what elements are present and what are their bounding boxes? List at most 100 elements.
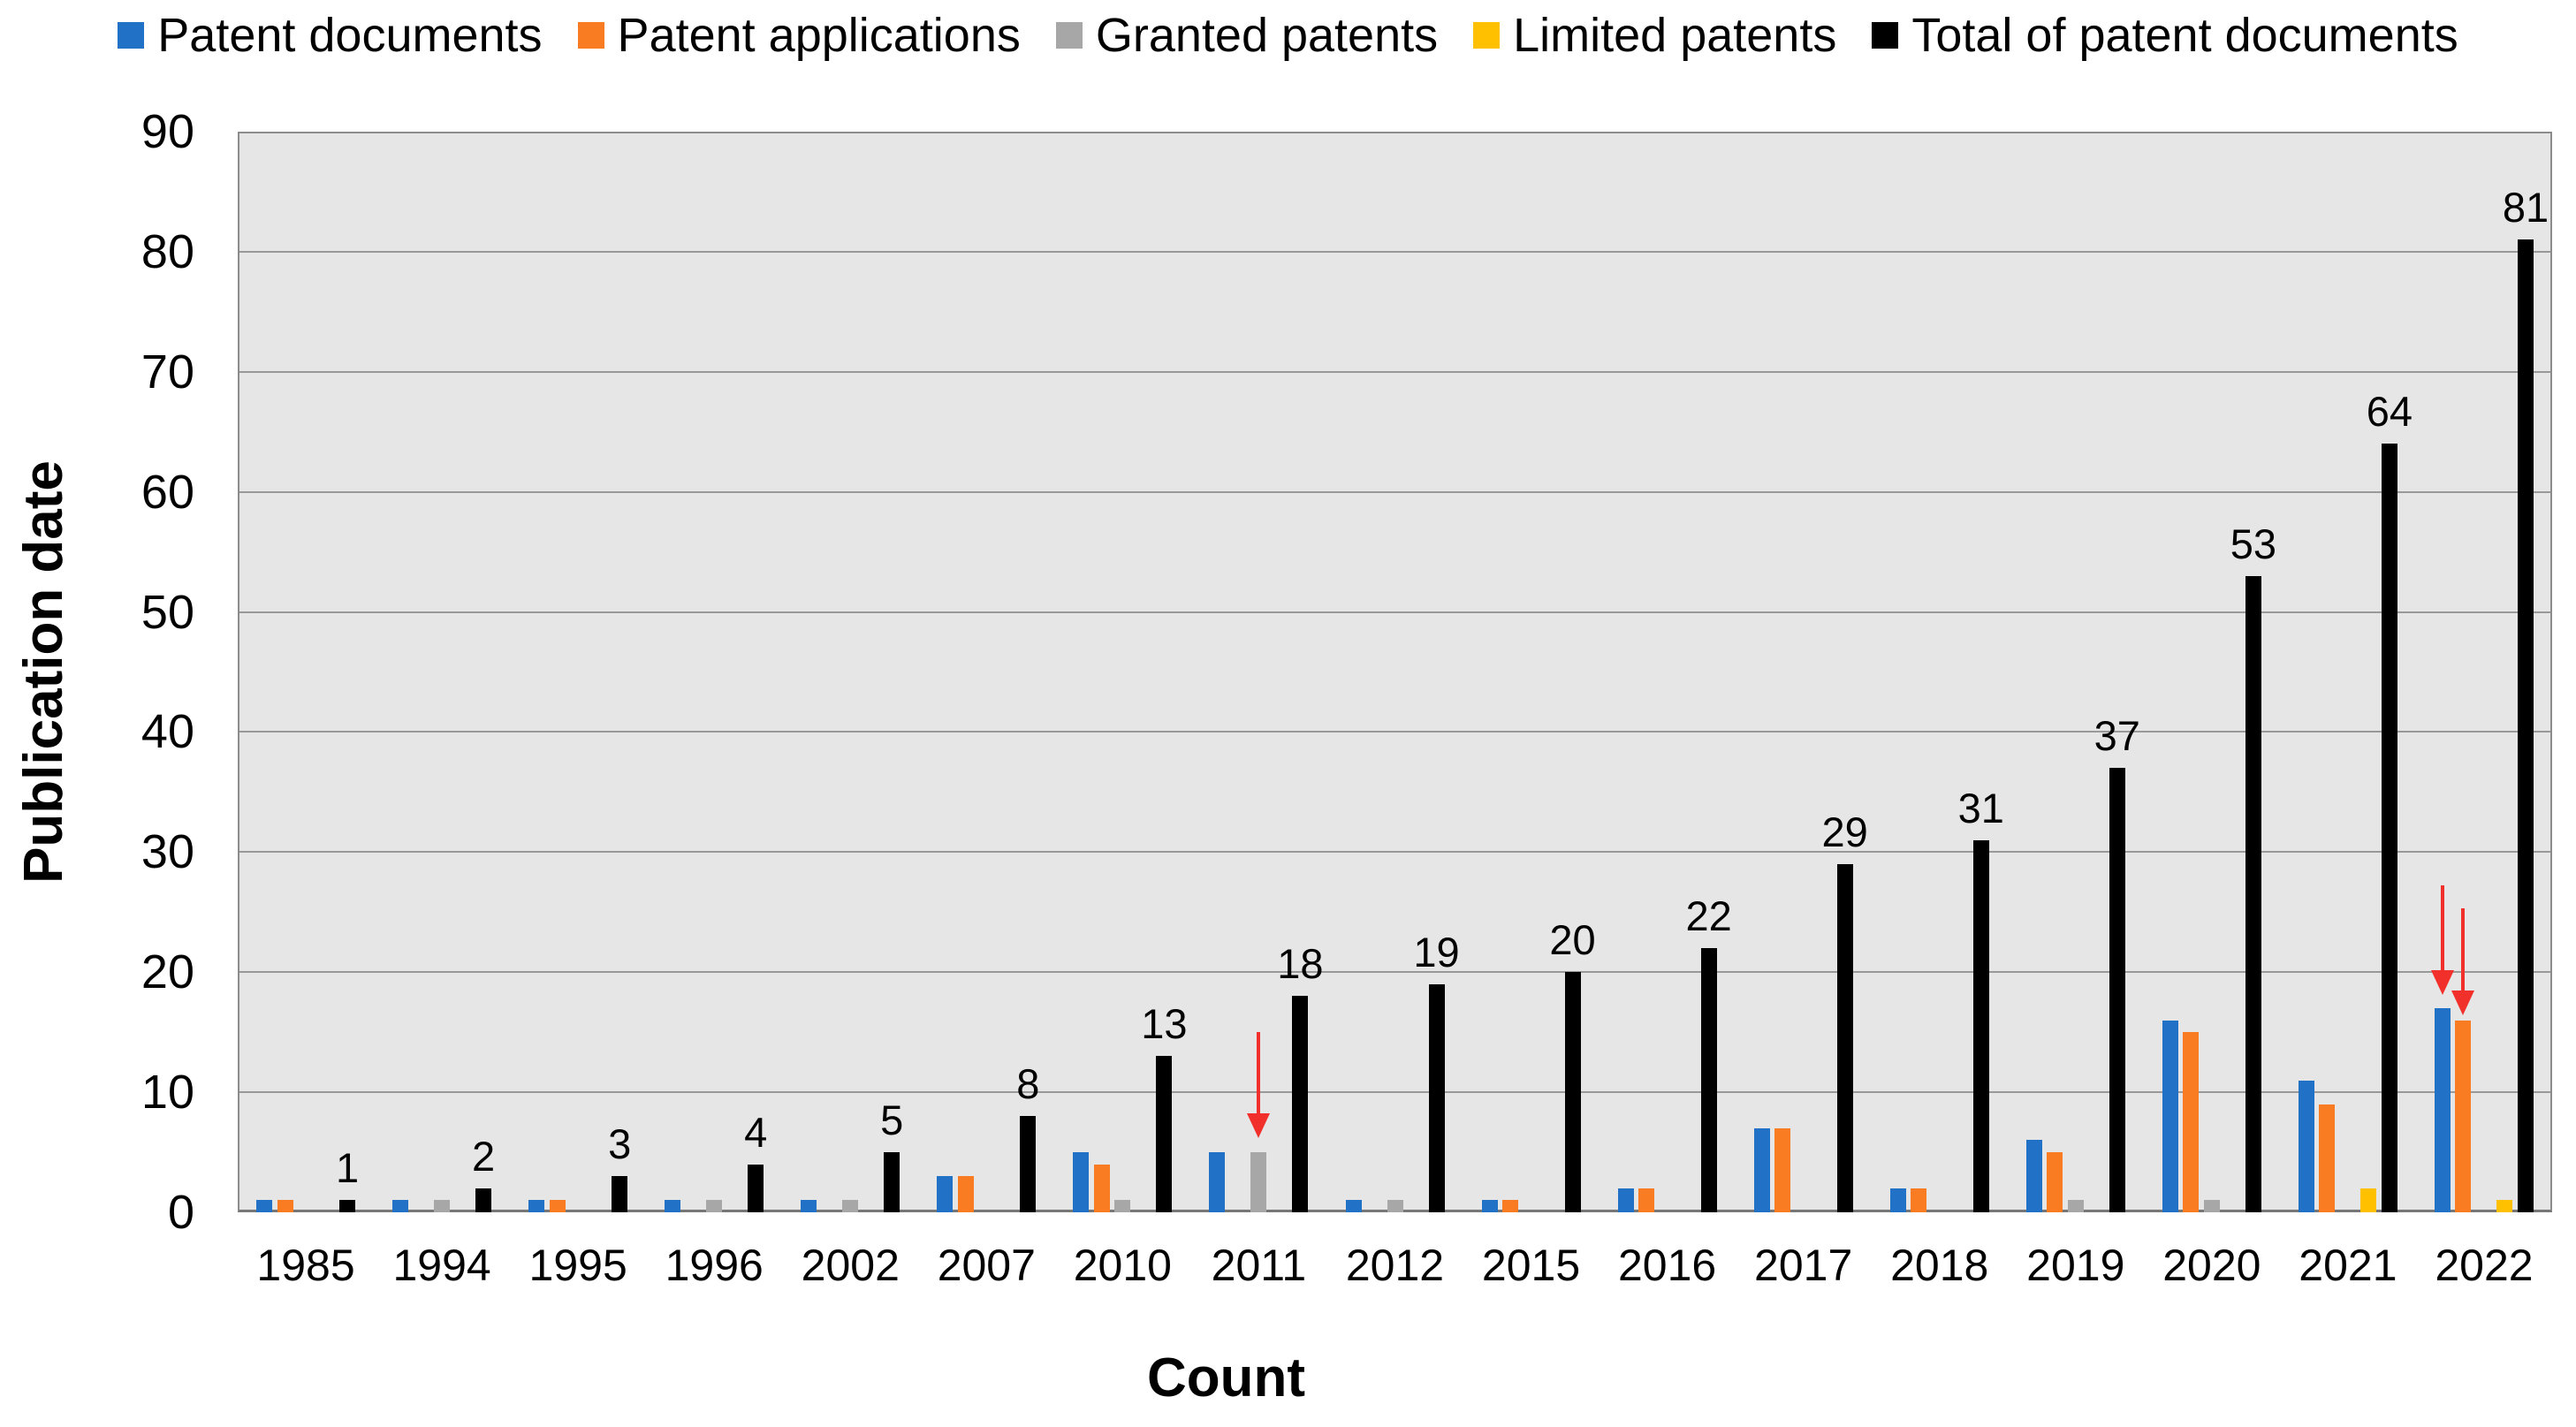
bar-total-of-patent-documents-2018 (1972, 839, 1989, 1212)
total-value-label-2011: 18 (1277, 940, 1324, 988)
total-value-label-2010: 13 (1141, 1000, 1188, 1048)
bar-granted-patents-2010 (1114, 1200, 1131, 1212)
x-tick-label-2020: 2020 (2162, 1241, 2261, 1290)
x-tick-label-1994: 1994 (392, 1241, 491, 1290)
x-tick-label-2018: 2018 (1890, 1241, 1989, 1290)
x-tick-label-1996: 1996 (665, 1241, 764, 1290)
legend-swatch-patent-documents-icon (118, 22, 145, 49)
bar-patent-applications-2017 (1774, 1127, 1791, 1212)
total-value-label-2022: 81 (2502, 184, 2549, 232)
legend-item-granted-patents: Granted patents (1055, 9, 1439, 62)
bar-patent-applications-2021 (2319, 1104, 2336, 1212)
y-tick-label-0: 0 (167, 1186, 194, 1239)
x-tick-label-2011: 2011 (1211, 1241, 1307, 1290)
x-tick-label-2019: 2019 (2026, 1241, 2125, 1290)
bar-patent-documents-2017 (1753, 1127, 1770, 1212)
legend-label-total-of-patent-documents: Total of patent documents (1911, 9, 2458, 62)
x-tick-label-1995: 1995 (528, 1241, 627, 1290)
x-tick-label-2015: 2015 (1481, 1241, 1581, 1290)
total-value-label-1985: 1 (335, 1144, 360, 1192)
bar-granted-patents-1996 (706, 1200, 723, 1212)
x-tick-label-2022: 2022 (2435, 1241, 2534, 1290)
bar-total-of-patent-documents-2010 (1156, 1056, 1173, 1212)
annotation-arrow-shaft-1 (1257, 1032, 1261, 1115)
bar-patent-applications-1995 (549, 1200, 566, 1212)
gridline-70 (239, 370, 2550, 373)
total-value-label-2018: 31 (1957, 784, 2004, 831)
bar-total-of-patent-documents-2022 (2517, 239, 2534, 1212)
legend-label-granted-patents: Granted patents (1095, 9, 1439, 62)
bar-patent-documents-2018 (1889, 1188, 1906, 1212)
gridline-30 (239, 851, 2550, 854)
bar-patent-documents-1995 (528, 1200, 545, 1212)
legend-swatch-granted-patents-icon (1055, 22, 1083, 49)
legend-swatch-patent-applications-icon (577, 22, 604, 49)
bar-granted-patents-1994 (434, 1200, 451, 1212)
bar-patent-documents-2019 (2025, 1140, 2042, 1212)
bar-patent-documents-2021 (2298, 1080, 2314, 1212)
bar-patent-documents-2015 (1481, 1200, 1498, 1212)
total-value-label-2017: 29 (1821, 808, 1868, 855)
x-tick-label-2017: 2017 (1754, 1241, 1853, 1290)
bar-total-of-patent-documents-2021 (2381, 444, 2397, 1212)
annotation-arrow-shaft-2 (2440, 885, 2444, 973)
bar-patent-applications-2016 (1638, 1188, 1655, 1212)
bar-granted-patents-2012 (1387, 1200, 1403, 1212)
x-tick-label-1985: 1985 (256, 1241, 355, 1290)
annotation-arrow-head-3-icon (2451, 991, 2475, 1016)
gridline-10 (239, 1091, 2550, 1094)
bar-patent-documents-1996 (665, 1200, 681, 1212)
x-tick-label-2010: 2010 (1073, 1241, 1172, 1290)
bar-patent-documents-2016 (1617, 1188, 1634, 1212)
legend-label-patent-documents: Patent documents (157, 9, 543, 62)
bar-patent-documents-1985 (256, 1200, 273, 1212)
total-value-label-2016: 22 (1685, 892, 1732, 940)
x-tick-label-2021: 2021 (2299, 1241, 2397, 1290)
bar-limited-patents-2021 (2360, 1188, 2377, 1212)
y-tick-label-70: 70 (141, 345, 194, 398)
x-tick-label-2007: 2007 (937, 1241, 1036, 1290)
y-tick-label-50: 50 (141, 585, 194, 639)
gridline-20 (239, 971, 2550, 974)
bar-total-of-patent-documents-2019 (2109, 768, 2125, 1212)
annotation-arrow-shaft-3 (2461, 908, 2466, 993)
bar-patent-applications-2015 (1502, 1200, 1519, 1212)
bar-patent-applications-2018 (1911, 1188, 1927, 1212)
x-axis-title: Count (1146, 1347, 1306, 1408)
bar-total-of-patent-documents-2002 (884, 1152, 900, 1212)
x-tick-label-2016: 2016 (1617, 1241, 1717, 1290)
bar-patent-documents-2007 (937, 1176, 954, 1212)
bar-patent-applications-2010 (1093, 1164, 1110, 1212)
y-tick-label-90: 90 (141, 105, 194, 158)
bar-granted-patents-2020 (2203, 1200, 2220, 1212)
bar-total-of-patent-documents-1996 (748, 1164, 764, 1212)
y-tick-label-60: 60 (141, 465, 194, 519)
bar-total-of-patent-documents-2011 (1292, 996, 1309, 1212)
y-tick-label-20: 20 (141, 945, 194, 999)
annotation-arrow-head-2-icon (2430, 970, 2454, 996)
gridline-50 (239, 611, 2550, 613)
bar-granted-patents-2011 (1250, 1152, 1267, 1212)
legend-item-total-of-patent-documents: Total of patent documents (1872, 11, 2458, 61)
legend-item-patent-applications: Patent applications (577, 11, 1021, 61)
total-value-label-1994: 2 (472, 1132, 496, 1180)
bar-patent-documents-2011 (1209, 1152, 1226, 1212)
total-value-label-2021: 64 (2366, 388, 2413, 436)
bar-patent-documents-2020 (2162, 1020, 2178, 1212)
total-value-label-2020: 53 (2230, 520, 2276, 567)
y-tick-label-80: 80 (141, 224, 194, 278)
y-tick-label-40: 40 (141, 705, 194, 759)
bar-patent-applications-2019 (2047, 1152, 2063, 1212)
bar-patent-documents-2022 (2434, 1007, 2451, 1212)
bar-total-of-patent-documents-1985 (339, 1200, 356, 1212)
annotation-arrow-head-1-icon (1247, 1112, 1271, 1138)
bar-patent-documents-2002 (801, 1200, 817, 1212)
x-tick-label-2002: 2002 (801, 1241, 900, 1290)
total-value-label-2019: 37 (2093, 712, 2140, 760)
chart-legend: Patent documents Patent applications Grant… (0, 11, 2576, 61)
total-value-label-1995: 3 (608, 1120, 632, 1168)
gridline-80 (239, 250, 2550, 253)
gridline-40 (239, 731, 2550, 733)
legend-swatch-limited-patents-icon (1473, 22, 1501, 49)
